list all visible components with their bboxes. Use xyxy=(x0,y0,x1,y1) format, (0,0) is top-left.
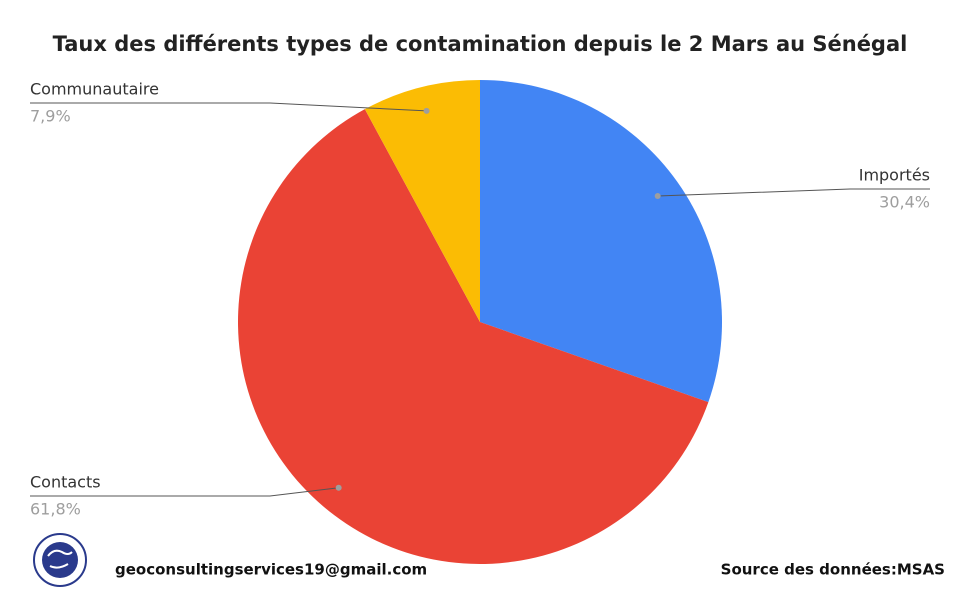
logo xyxy=(33,533,87,587)
slice-value-label: 61,8% xyxy=(30,500,81,519)
leader-dot xyxy=(335,484,342,491)
slice-label: Contacts xyxy=(30,473,101,492)
slice-value-label: 7,9% xyxy=(30,107,71,126)
slice-value-label: 30,4% xyxy=(879,193,930,212)
footer-source: Source des données:MSAS xyxy=(721,561,945,579)
slice-label: Importés xyxy=(859,166,930,185)
leader-line xyxy=(657,188,930,197)
leader-dot xyxy=(654,193,661,200)
leader-line xyxy=(30,102,427,112)
leader-line xyxy=(30,487,339,497)
leader-dot xyxy=(423,107,430,114)
pie-slice xyxy=(237,109,709,565)
chart-title: Taux des différents types de contaminati… xyxy=(53,32,908,56)
slice-label: Communautaire xyxy=(30,80,159,99)
pie-slice xyxy=(364,80,480,322)
footer-email: geoconsultingservices19@gmail.com xyxy=(115,561,427,579)
pie-slice xyxy=(480,80,722,403)
